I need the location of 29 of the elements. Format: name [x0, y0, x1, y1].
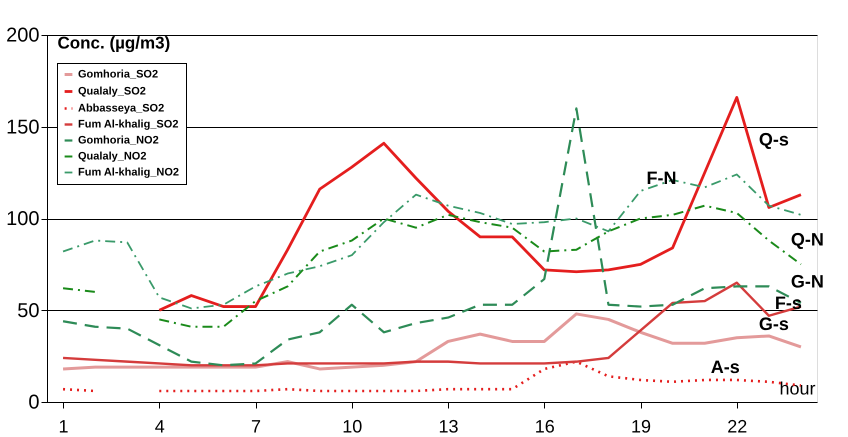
annotation: Q-N	[790, 229, 824, 250]
legend-label: Qualaly_NO2	[78, 150, 146, 162]
legend-label: Qualaly_SO2	[78, 86, 146, 98]
legend-label: Gomhoria_NO2	[78, 134, 159, 146]
y-axis-title: Conc. (µg/m3)	[58, 34, 170, 52]
annotation: G-N	[790, 272, 824, 292]
legend-label: Fum Al-khalig_NO2	[78, 166, 180, 178]
y-tick-label: 100	[6, 208, 40, 230]
x-tick-label: 1	[58, 416, 69, 436]
y-tick-label: 150	[6, 116, 40, 138]
x-tick-label: 22	[727, 416, 748, 436]
y-tick-label: 0	[28, 392, 40, 414]
legend-label: Fum Al-khalig_SO2	[78, 118, 178, 130]
annotation: G-s	[758, 314, 789, 334]
y-tick-label: 200	[6, 24, 40, 46]
x-tick-label: 13	[438, 416, 459, 436]
annotation: Q-s	[758, 129, 789, 150]
x-tick-label: 10	[342, 416, 362, 436]
y-tick-label: 50	[17, 300, 40, 322]
annotation: F-N	[646, 168, 677, 188]
x-tick-label: 7	[251, 416, 262, 436]
legend-label: Abbasseya_SO2	[78, 102, 164, 114]
x-tick-label: 19	[631, 416, 652, 436]
annotation: A-s	[710, 356, 740, 377]
x-tick-label: 16	[534, 416, 555, 436]
annotation: F-s	[774, 292, 802, 313]
x-axis-title: hour	[779, 378, 816, 398]
legend-label: Gomhoria_SO2	[78, 68, 158, 80]
x-tick-label: 4	[154, 416, 165, 436]
